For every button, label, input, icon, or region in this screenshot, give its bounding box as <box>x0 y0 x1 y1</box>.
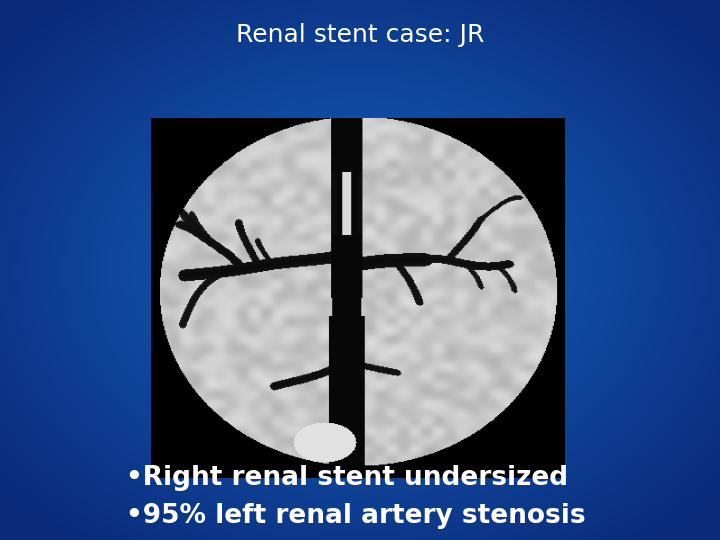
FancyBboxPatch shape <box>151 119 565 478</box>
Text: •95% left renal artery stenosis: •95% left renal artery stenosis <box>126 503 585 529</box>
Text: Renal stent case: JR: Renal stent case: JR <box>236 23 484 47</box>
Text: •Right renal stent undersized: •Right renal stent undersized <box>126 465 568 491</box>
